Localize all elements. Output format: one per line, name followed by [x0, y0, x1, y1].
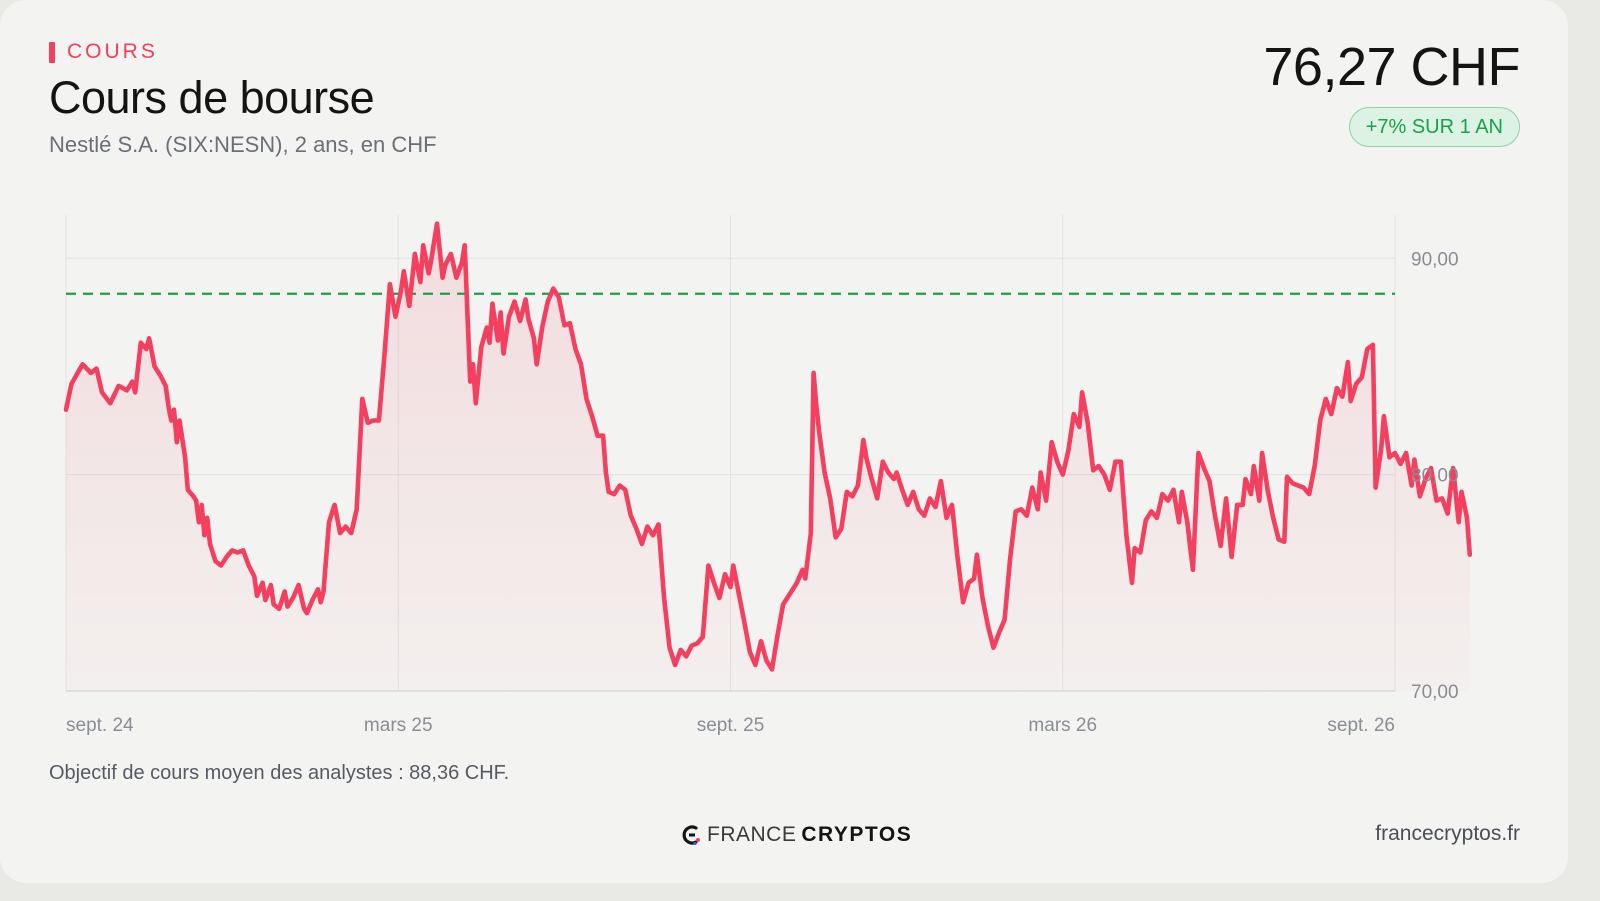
y-tick-label: 70,00 [1411, 682, 1459, 703]
x-tick-label: sept. 25 [697, 715, 765, 736]
x-tick-label: sept. 26 [1327, 715, 1395, 736]
section-kicker: COURS [49, 40, 158, 64]
x-tick-label: mars 26 [1028, 715, 1097, 736]
chart-subtitle: Nestlé S.A. (SIX:NESN), 2 ans, en CHF [49, 132, 437, 157]
x-tick-label: sept. 24 [66, 715, 134, 736]
kicker-label: COURS [67, 40, 158, 63]
chart-card: COURS Cours de bourse Nestlé S.A. (SIX:N… [0, 0, 1568, 883]
change-badge: +7% SUR 1 AN [1348, 107, 1520, 147]
y-tick-label: 90,00 [1411, 249, 1459, 270]
y-tick-label: 80,00 [1411, 466, 1459, 487]
current-price: 76,27 CHF [1263, 37, 1520, 97]
price-series-line [63, 221, 1473, 672]
brand-word-france: FRANCE [707, 823, 797, 846]
brand-logo: FRANCE CRYPTOS [680, 823, 912, 847]
x-tick-label: mars 25 [364, 715, 433, 736]
francecryptos-logo-icon [682, 825, 700, 846]
kicker-accent-bar [49, 41, 55, 63]
price-area-fill [66, 223, 1470, 691]
price-line-chart: sept. 24 mars 25 sept. 25 mars 26 sept. 26 70… [63, 215, 1473, 736]
brand-word-cryptos: CRYPTOS [801, 823, 913, 846]
analyst-target-note: Objectif de cours moyen des analystes : … [49, 762, 510, 784]
site-url: francecryptos.fr [1375, 822, 1520, 845]
chart-title: Cours de bourse [49, 72, 375, 123]
